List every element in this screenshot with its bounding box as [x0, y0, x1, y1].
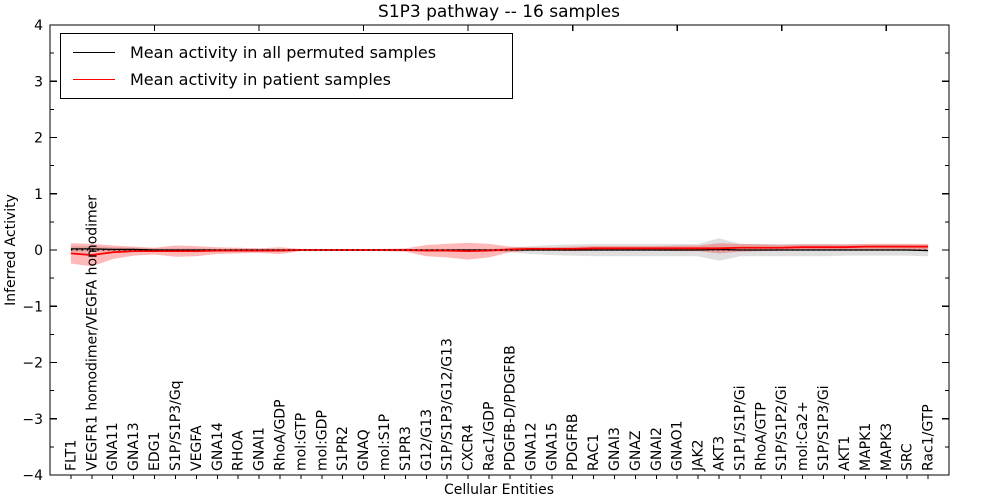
legend-item-patient: Mean activity in patient samples: [73, 66, 502, 93]
x-tick-label: S1PR3: [398, 426, 414, 471]
x-axis-label: Cellular Entities: [444, 482, 554, 498]
x-tick-label: S1P/S1P3/G12/G13: [440, 338, 456, 471]
x-tick-label: mol:GDP: [314, 410, 330, 471]
x-tick-label: GNAQ: [356, 429, 372, 471]
x-tick-label: S1P/S1P3/Gi: [816, 385, 832, 471]
y-tick-label: 3: [34, 74, 43, 90]
y-axis-label: Inferred Activity: [3, 194, 19, 306]
x-tick-label: MAPK1: [858, 423, 874, 471]
x-tick-label: S1P1/S1P/Gi: [732, 385, 748, 471]
y-tick-label: 2: [34, 131, 43, 147]
x-tick-label: VEGFA: [189, 425, 205, 471]
x-tick-label: GNAI2: [649, 427, 665, 471]
x-tick-label: EDG1: [147, 432, 163, 471]
x-tick-label: AKT3: [712, 436, 728, 471]
x-tick-label: GNA13: [126, 422, 142, 471]
x-tick-label: S1P/S1P2/Gi: [774, 385, 790, 471]
y-tick-label: 4: [34, 18, 43, 34]
y-tick-label: −3: [22, 412, 43, 428]
y-tick-label: −1: [22, 299, 43, 315]
x-tick-label: SRC: [900, 443, 916, 471]
x-tick-label: GNAO1: [670, 420, 686, 471]
x-tick-label: GNA15: [544, 422, 560, 471]
x-tick-label: Rac1/GDP: [482, 402, 498, 471]
x-tick-label: GNA11: [105, 422, 121, 471]
legend-item-label: Mean activity in all permuted samples: [130, 42, 437, 62]
y-tick-label: −4: [22, 468, 43, 484]
x-tick-label: G12/G13: [419, 409, 435, 471]
y-tick-label: −2: [22, 356, 43, 372]
legend: Mean activity in all permuted samples Me…: [60, 33, 513, 99]
x-tick-label: GNAI3: [607, 427, 623, 471]
x-tick-label: mol:S1P: [377, 414, 393, 471]
x-tick-label: VEGFR1 homodimer/VEGFA homodimer: [84, 195, 100, 471]
x-tick-label: AKT1: [837, 436, 853, 471]
x-tick-label: CXCR4: [461, 424, 477, 471]
x-tick-label: mol:GTP: [293, 413, 309, 471]
x-tick-label: GNA14: [210, 422, 226, 471]
x-tick-label: RAC1: [586, 434, 602, 471]
legend-line-sample-red: [73, 79, 115, 80]
y-tick-label: 0: [34, 243, 43, 259]
legend-line-sample-black: [73, 52, 115, 53]
x-tick-label: S1PR2: [335, 426, 351, 471]
x-tick-label: FLT1: [63, 440, 79, 471]
x-tick-label: mol:Ca2+: [795, 401, 811, 471]
legend-item-label: Mean activity in patient samples: [130, 69, 391, 89]
legend-item-permuted: Mean activity in all permuted samples: [73, 39, 502, 66]
x-tick-label: JAK2: [691, 439, 707, 472]
x-tick-label: GNAI1: [252, 427, 268, 471]
x-tick-label: PDGFB-D/PDGFRB: [502, 345, 518, 471]
x-tick-label: RHOA: [231, 430, 247, 471]
x-tick-label: RhoA/GDP: [272, 399, 288, 471]
x-tick-label: PDGFRB: [565, 414, 581, 471]
x-tick-label: RhoA/GTP: [753, 402, 769, 471]
x-tick-label: GNAZ: [628, 431, 644, 472]
chart-title: S1P3 pathway -- 16 samples: [378, 2, 620, 22]
x-tick-label: MAPK3: [879, 423, 895, 471]
x-tick-label: Rac1/GTP: [921, 404, 937, 471]
patient-mean-line: [70, 245, 929, 256]
y-tick-label: 1: [34, 187, 43, 203]
x-tick-label: S1P/S1P3/Gq: [168, 380, 184, 471]
x-tick-label: GNA12: [523, 422, 539, 471]
